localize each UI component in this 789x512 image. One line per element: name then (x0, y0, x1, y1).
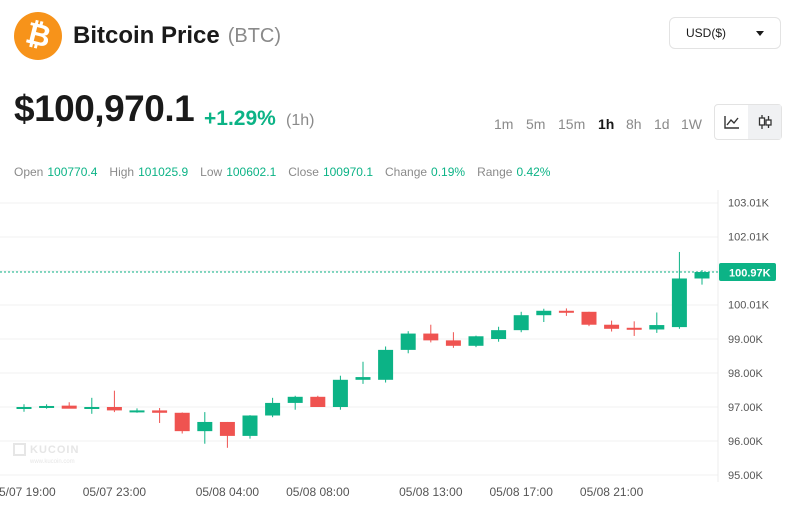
y-tick-label: 102.01K (728, 232, 770, 244)
watermark-text: KUCOIN (30, 444, 79, 456)
timeframe-1m[interactable]: 1m (494, 116, 514, 132)
stat-change: Change 0.19% (385, 165, 466, 179)
candle-body (355, 377, 371, 380)
stat-low: Low 100602.1 (200, 165, 277, 179)
candle-body (491, 330, 507, 339)
x-tick-label: 05/08 13:00 (399, 485, 463, 499)
candlestick-chart-icon (758, 115, 772, 129)
current-price-label: 100.97K (729, 268, 771, 280)
candle-body (39, 405, 55, 408)
currency-label: USD($) (686, 26, 727, 40)
candle-body (423, 333, 439, 341)
x-tick-label: 05/08 08:00 (286, 485, 350, 499)
candle-body (649, 325, 665, 330)
page-title: Bitcoin Price (73, 22, 220, 49)
candlestick-chart-button[interactable] (748, 105, 781, 139)
y-tick-label: 103.01K (728, 198, 770, 210)
x-tick-label: 05/07 23:00 (83, 485, 147, 499)
timeframe-1d[interactable]: 1d (654, 116, 670, 132)
candle-body (445, 340, 461, 346)
chart-type-toggle (714, 104, 782, 140)
candle-body (61, 405, 77, 409)
y-tick-label: 97.00K (728, 402, 764, 414)
ohlc-stats: Open 100770.4 High 101025.9 Low 100602.1 Cl… (14, 165, 562, 179)
x-tick-label: 05/08 21:00 (580, 485, 644, 499)
y-tick-label: 98.00K (728, 368, 764, 380)
candle-body (400, 333, 416, 350)
candle-body (219, 421, 235, 436)
y-tick-label: 99.00K (728, 334, 764, 346)
line-chart-button[interactable] (715, 105, 748, 139)
change-period: (1h) (286, 112, 315, 129)
candle-body (378, 349, 394, 380)
candle-body (694, 272, 710, 279)
candle-body (581, 311, 597, 325)
bitcoin-logo-icon: ₿ (14, 12, 62, 60)
timeframe-5m[interactable]: 5m (526, 116, 546, 132)
y-tick-label: 96.00K (728, 436, 764, 448)
candle-body (513, 315, 529, 331)
candle-body (152, 410, 168, 413)
stat-open: Open 100770.4 (14, 165, 98, 179)
stat-range: Range 0.42% (477, 165, 551, 179)
candle-body (197, 421, 213, 432)
candle-body (287, 396, 303, 403)
candlestick-chart[interactable]: KUCOIN www.kucoin.com 103.01K 102.01K 100.01… (0, 190, 789, 512)
kucoin-logo-icon (13, 443, 26, 456)
candle-body (332, 379, 348, 407)
timeframe-1h[interactable]: 1h (598, 116, 615, 132)
candle-body (468, 336, 484, 346)
candle-body (626, 327, 642, 330)
y-tick-label: 100.01K (728, 300, 770, 312)
x-tick-label: 05/08 04:00 (196, 485, 260, 499)
candle-body (671, 278, 687, 328)
stat-close: Close 100970.1 (288, 165, 373, 179)
header: ₿ Bitcoin Price (BTC) (14, 12, 281, 60)
timeframe-15m[interactable]: 15m (558, 116, 586, 132)
current-price-badge (719, 263, 776, 282)
candle-body (558, 310, 574, 313)
price-change: +1.29% (204, 107, 276, 130)
chevron-down-icon (756, 31, 764, 36)
candle-body (536, 310, 552, 316)
candle-body (174, 412, 190, 432)
candle-body (242, 415, 258, 436)
candle-body (16, 407, 32, 409)
candle-body (604, 324, 620, 329)
ticker-symbol: (BTC) (227, 24, 282, 47)
timeframe-1w[interactable]: 1W (681, 116, 702, 132)
candle-body (265, 402, 281, 416)
currency-select[interactable]: USD($) (669, 17, 781, 49)
candle-body (310, 396, 326, 407)
watermark-subtext: www.kucoin.com (29, 459, 75, 465)
candle-body (84, 407, 100, 409)
y-tick-label: 95.00K (728, 470, 764, 482)
candle-body (106, 407, 122, 411)
stat-high: High 101025.9 (109, 165, 189, 179)
timeframe-8h[interactable]: 8h (626, 116, 642, 132)
candle-body (129, 410, 145, 413)
current-price: $100,970.1 (14, 88, 195, 129)
line-chart-icon (723, 116, 739, 129)
x-tick-label: 05/08 17:00 (489, 485, 553, 499)
x-tick-label: 05/07 19:00 (0, 485, 56, 499)
